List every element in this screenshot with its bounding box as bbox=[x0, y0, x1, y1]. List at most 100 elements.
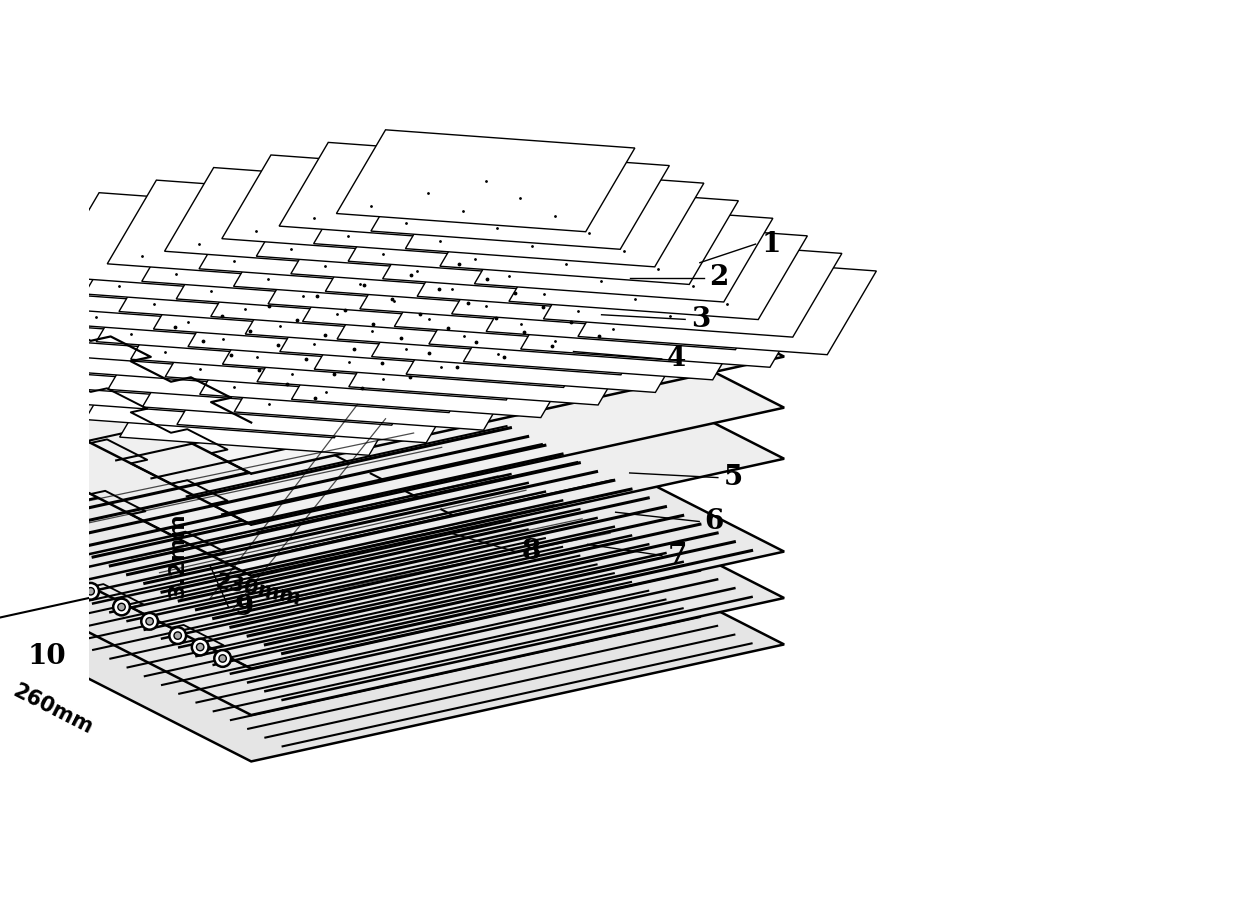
Polygon shape bbox=[177, 341, 475, 443]
Text: 10: 10 bbox=[29, 643, 67, 670]
Polygon shape bbox=[97, 258, 394, 360]
Polygon shape bbox=[211, 233, 510, 334]
Circle shape bbox=[170, 628, 186, 644]
Polygon shape bbox=[86, 336, 383, 437]
Text: 1: 1 bbox=[761, 230, 780, 258]
Polygon shape bbox=[521, 265, 820, 367]
Polygon shape bbox=[371, 148, 670, 250]
Polygon shape bbox=[405, 165, 704, 267]
Polygon shape bbox=[360, 225, 658, 327]
Polygon shape bbox=[62, 241, 360, 343]
Polygon shape bbox=[0, 266, 246, 367]
Circle shape bbox=[141, 613, 157, 630]
Polygon shape bbox=[141, 198, 440, 300]
Circle shape bbox=[87, 588, 94, 595]
Polygon shape bbox=[475, 200, 773, 302]
Polygon shape bbox=[417, 212, 715, 314]
Polygon shape bbox=[348, 303, 647, 405]
Polygon shape bbox=[314, 285, 613, 387]
Polygon shape bbox=[107, 180, 405, 282]
Polygon shape bbox=[0, 235, 268, 337]
Polygon shape bbox=[0, 230, 176, 333]
Polygon shape bbox=[143, 323, 441, 425]
Circle shape bbox=[219, 655, 227, 662]
Polygon shape bbox=[0, 205, 291, 307]
Polygon shape bbox=[464, 278, 761, 380]
Polygon shape bbox=[5, 253, 303, 355]
Polygon shape bbox=[188, 263, 486, 365]
Polygon shape bbox=[543, 235, 842, 337]
Text: 4: 4 bbox=[667, 345, 687, 373]
Text: 5: 5 bbox=[723, 464, 743, 491]
Polygon shape bbox=[16, 301, 315, 403]
Circle shape bbox=[56, 572, 63, 579]
Polygon shape bbox=[440, 182, 738, 284]
Polygon shape bbox=[233, 202, 532, 304]
Polygon shape bbox=[314, 160, 613, 261]
Polygon shape bbox=[234, 328, 533, 430]
Circle shape bbox=[51, 568, 68, 584]
Circle shape bbox=[174, 632, 181, 640]
Text: 6: 6 bbox=[704, 508, 724, 535]
Polygon shape bbox=[84, 210, 383, 312]
Polygon shape bbox=[246, 251, 543, 353]
Polygon shape bbox=[405, 291, 704, 393]
Polygon shape bbox=[165, 293, 464, 395]
Text: 8: 8 bbox=[522, 538, 541, 566]
Polygon shape bbox=[27, 223, 326, 324]
Text: 3.2mm: 3.2mm bbox=[167, 513, 187, 599]
Polygon shape bbox=[337, 255, 636, 357]
Circle shape bbox=[215, 650, 231, 667]
Polygon shape bbox=[0, 501, 784, 762]
Polygon shape bbox=[291, 190, 589, 292]
Polygon shape bbox=[429, 261, 728, 363]
Text: 260mm: 260mm bbox=[10, 681, 97, 738]
Polygon shape bbox=[0, 455, 784, 715]
Polygon shape bbox=[291, 316, 590, 417]
Polygon shape bbox=[257, 172, 554, 274]
Polygon shape bbox=[119, 228, 418, 330]
Polygon shape bbox=[486, 248, 785, 350]
Polygon shape bbox=[279, 142, 578, 244]
Polygon shape bbox=[200, 185, 497, 287]
Polygon shape bbox=[165, 168, 463, 270]
Polygon shape bbox=[0, 214, 784, 474]
Text: 9: 9 bbox=[234, 594, 253, 621]
Circle shape bbox=[113, 599, 130, 615]
Polygon shape bbox=[200, 311, 498, 413]
Polygon shape bbox=[280, 268, 578, 370]
Polygon shape bbox=[154, 245, 451, 347]
Text: 2: 2 bbox=[709, 264, 729, 292]
Polygon shape bbox=[451, 230, 750, 333]
Polygon shape bbox=[257, 298, 556, 400]
Circle shape bbox=[146, 618, 154, 625]
Polygon shape bbox=[303, 238, 601, 340]
Polygon shape bbox=[51, 318, 348, 420]
Polygon shape bbox=[372, 273, 670, 374]
Polygon shape bbox=[222, 281, 521, 383]
Polygon shape bbox=[0, 265, 784, 525]
Polygon shape bbox=[394, 243, 693, 344]
Text: 230mm: 230mm bbox=[213, 571, 303, 609]
Polygon shape bbox=[383, 195, 681, 297]
Polygon shape bbox=[0, 283, 280, 385]
Circle shape bbox=[192, 639, 208, 655]
Text: 7: 7 bbox=[667, 542, 687, 569]
Polygon shape bbox=[222, 155, 521, 257]
Polygon shape bbox=[119, 353, 418, 456]
Polygon shape bbox=[176, 215, 475, 317]
Polygon shape bbox=[0, 409, 784, 669]
Polygon shape bbox=[50, 193, 348, 294]
Polygon shape bbox=[508, 218, 807, 320]
Polygon shape bbox=[130, 275, 429, 377]
Polygon shape bbox=[108, 306, 407, 407]
Polygon shape bbox=[0, 162, 784, 423]
Polygon shape bbox=[268, 220, 567, 322]
Circle shape bbox=[21, 551, 37, 568]
Polygon shape bbox=[0, 248, 211, 350]
Polygon shape bbox=[325, 208, 624, 310]
Circle shape bbox=[25, 556, 32, 564]
Polygon shape bbox=[0, 316, 784, 576]
Polygon shape bbox=[578, 252, 877, 354]
Circle shape bbox=[196, 643, 203, 650]
